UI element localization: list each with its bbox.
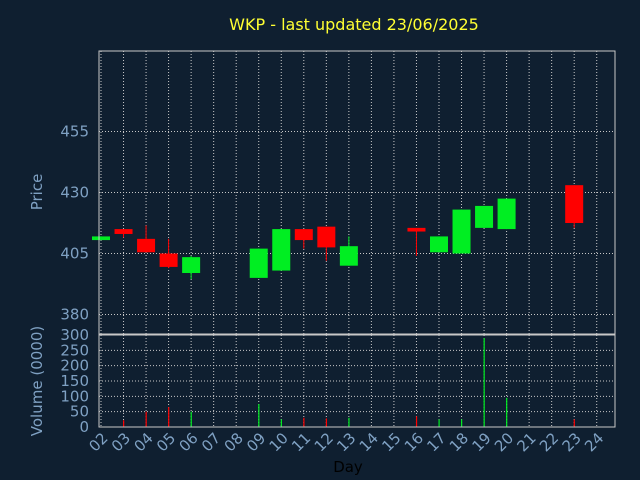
price-tick-labels: 380 405 430 455 xyxy=(60,123,89,324)
price-grid xyxy=(99,51,615,334)
volume-bar-13 xyxy=(348,417,350,427)
volume-bars xyxy=(123,338,575,427)
volume-tick-200: 200 xyxy=(60,357,89,375)
day-tick-24: 24 xyxy=(581,429,607,455)
candle-body-06 xyxy=(182,257,201,274)
candle-body-09 xyxy=(249,248,268,278)
volume-bar-23 xyxy=(573,419,575,427)
price-tick-405: 405 xyxy=(60,244,89,262)
chart-title: WKP - last updated 23/06/2025 xyxy=(229,15,479,34)
volume-bar-20 xyxy=(506,397,508,427)
price-axis-label: Price xyxy=(28,174,46,211)
price-tick-430: 430 xyxy=(60,184,89,202)
volume-bar-06 xyxy=(190,411,192,427)
candle-body-16 xyxy=(407,227,426,232)
volume-axis-label: Volume (0000) xyxy=(28,326,46,436)
volume-tick-300: 300 xyxy=(60,326,89,344)
price-tick-380: 380 xyxy=(60,305,89,323)
volume-tick-50: 50 xyxy=(70,403,89,421)
volume-bar-18 xyxy=(461,419,463,427)
price-plot-frame xyxy=(98,50,616,335)
volume-bar-17 xyxy=(438,419,440,427)
volume-grid xyxy=(99,335,615,427)
volume-tick-150: 150 xyxy=(60,372,89,390)
volume-bar-03 xyxy=(123,420,125,427)
volume-bar-16 xyxy=(415,416,418,427)
candle-body-11 xyxy=(294,229,313,241)
volume-bar-04 xyxy=(145,411,147,427)
candle-body-19 xyxy=(475,205,494,228)
candle-body-04 xyxy=(137,238,156,253)
price-tick-455: 455 xyxy=(60,123,89,141)
volume-tick-100: 100 xyxy=(60,387,89,405)
candle-body-03 xyxy=(114,229,133,234)
candle-body-13 xyxy=(339,246,358,266)
volume-tick-0: 0 xyxy=(79,418,89,436)
candle-body-23 xyxy=(565,185,584,223)
candles xyxy=(92,185,584,280)
day-axis-label: Day xyxy=(333,458,363,476)
candle-body-17 xyxy=(429,236,448,253)
volume-bar-11 xyxy=(303,417,305,427)
volume-plot-frame xyxy=(98,334,616,428)
candle-body-10 xyxy=(272,229,291,271)
volume-bar-12 xyxy=(325,418,328,427)
candle-body-05 xyxy=(159,253,178,267)
volume-bar-10 xyxy=(280,419,282,427)
volume-bar-19 xyxy=(483,338,485,427)
day-tick-labels: 0203040506070809101112131415161718192021… xyxy=(85,429,607,455)
candle-body-02 xyxy=(92,236,110,241)
candle-body-18 xyxy=(452,209,471,254)
volume-bar-05 xyxy=(168,407,170,427)
candle-body-12 xyxy=(317,226,336,248)
volume-bar-09 xyxy=(258,404,260,427)
volume-tick-250: 250 xyxy=(60,341,89,359)
candle-body-20 xyxy=(497,198,516,230)
